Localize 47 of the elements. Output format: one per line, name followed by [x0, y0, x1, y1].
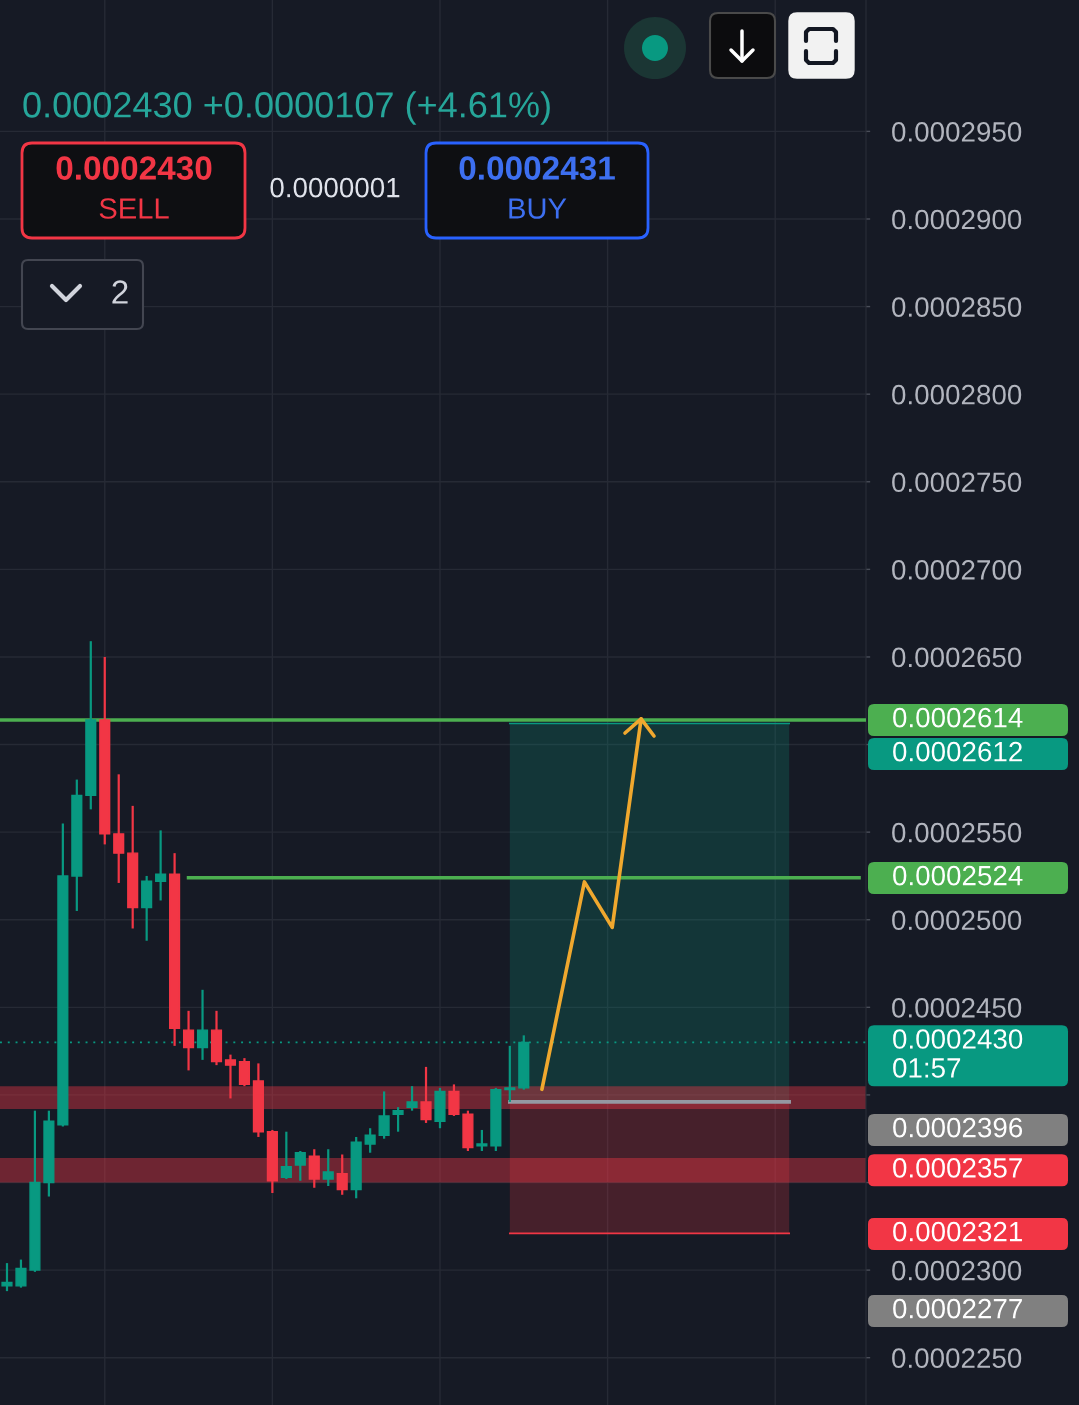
band-label: 0.0002357 [893, 1158, 1022, 1178]
candlestick [224, 1053, 237, 1100]
text: 0.0002277 [893, 1298, 1022, 1319]
annotation: 2 [112, 280, 128, 304]
candlestick [322, 1148, 334, 1188]
candlestick [336, 1153, 348, 1196]
annotation: 0.0002430 +0.0000107 (+4.61%) [23, 91, 550, 125]
y-tick-label: 0.0002750 [892, 472, 1022, 493]
text: 0.0002396 [893, 1117, 1023, 1138]
candlestick [155, 829, 167, 902]
y-tick-label: 0.0002700 [892, 560, 1022, 580]
y-tick-label: 0.0002850 [892, 297, 1022, 317]
candlestick [113, 773, 125, 885]
candlestick [504, 1044, 516, 1104]
y-tick-label: 0.0002450 [892, 997, 1022, 1018]
annotation: 0.0002431 [459, 156, 615, 180]
candlestick [378, 1090, 390, 1140]
ref-line-label: 0.0002614 [893, 707, 1023, 728]
annotation: SELL [99, 198, 169, 219]
y-tick-label: 0.0002550 [892, 822, 1022, 843]
candlestick [420, 1065, 432, 1125]
candlestick [280, 1130, 292, 1181]
y-tick-label: 0.0002500 [892, 910, 1022, 931]
annotation: 0.0000001 [270, 177, 400, 198]
y-tick-label: 0.0002800 [892, 384, 1022, 405]
y-tick-label: 0.0002300 [892, 1260, 1022, 1281]
candlestick [448, 1083, 460, 1118]
candlestick [1, 1261, 13, 1293]
annotation: BUY [509, 198, 567, 219]
candlestick [406, 1085, 418, 1112]
candlestick [476, 1128, 488, 1153]
y-tick-label: 0.0002650 [892, 647, 1022, 668]
candlestick [238, 1057, 251, 1088]
text: 0.0002321 [893, 1221, 1022, 1242]
y-tick-label: 0.0002250 [892, 1348, 1022, 1369]
candlestick [308, 1148, 320, 1189]
candlestick [392, 1106, 404, 1133]
annotation: 0.0002430 [56, 156, 212, 180]
text: 0.0002524 [893, 865, 1023, 886]
candlestick [294, 1149, 306, 1182]
candlestick [15, 1258, 27, 1289]
candlestick [364, 1127, 376, 1154]
y-tick-label: 0.0002950 [892, 122, 1022, 142]
ref-line-label: 0.0002430 01:57 [893, 1029, 1023, 1078]
text: 0.0002612 [893, 741, 1022, 762]
y-tick-label: 0.0002900 [892, 209, 1022, 230]
candlestick [182, 1009, 195, 1072]
